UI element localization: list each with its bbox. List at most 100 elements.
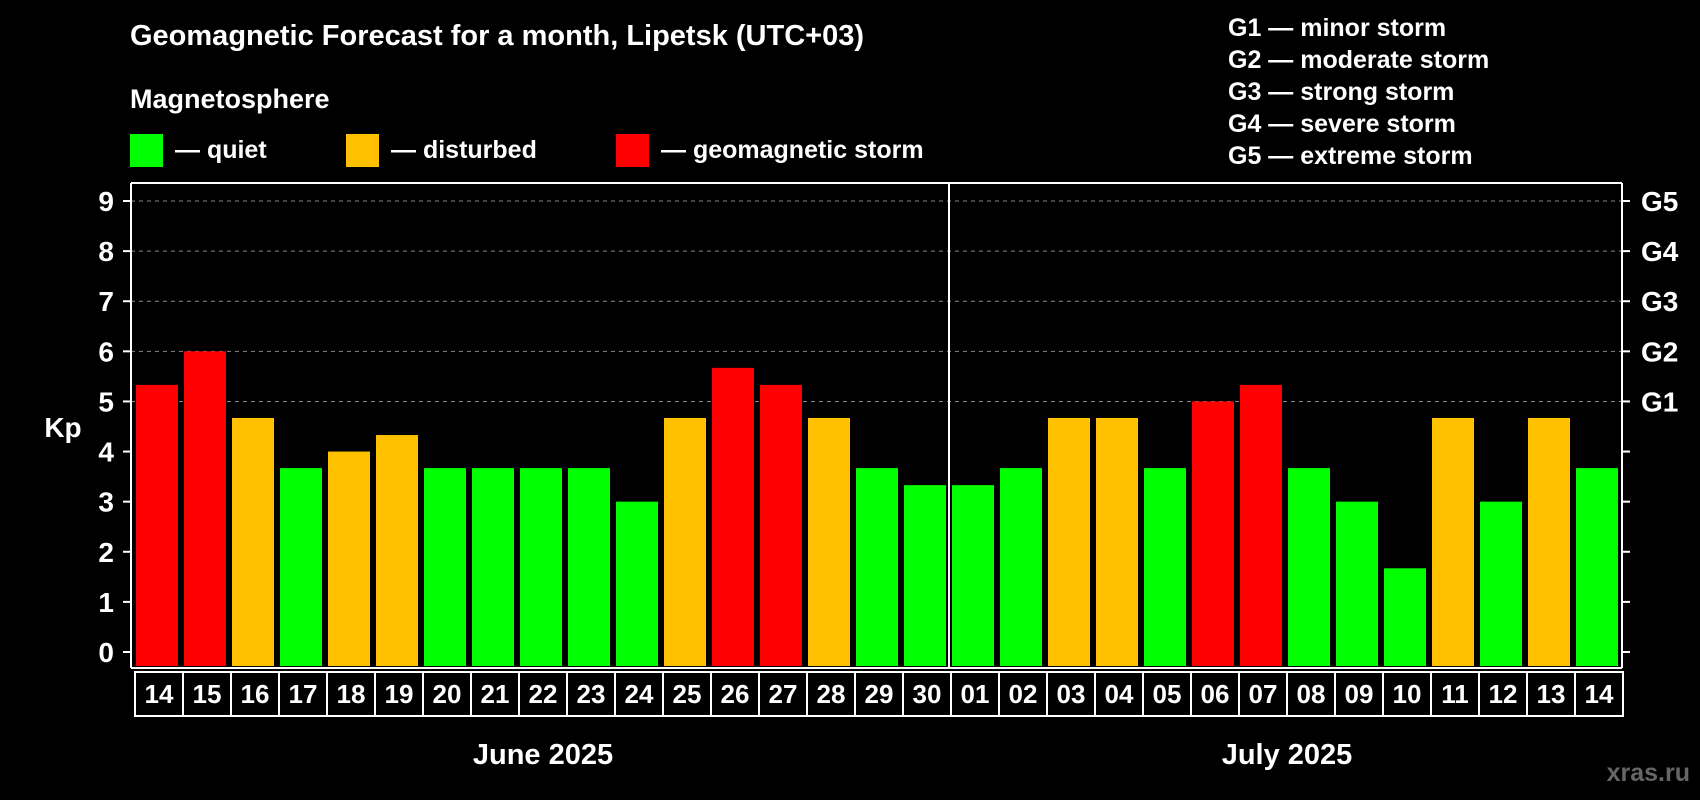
x-tick-label-12: 26 (721, 679, 750, 709)
x-tick-label-9: 23 (577, 679, 606, 709)
x-tick-label-7: 21 (481, 679, 510, 709)
y-tick-label-5: 5 (98, 386, 114, 417)
x-tick-label-27: 11 (1441, 679, 1469, 709)
legend-label-disturbed: — disturbed (391, 135, 537, 164)
legend-label-storm: — geomagnetic storm (661, 135, 924, 164)
bar-5 (376, 435, 418, 666)
y-tick-label-4: 4 (98, 437, 114, 468)
legend-swatch-quiet (130, 133, 163, 167)
y-tick-label-6: 6 (98, 336, 114, 367)
x-tick-label-8: 22 (529, 679, 558, 709)
legend-label-quiet: — quiet (175, 135, 267, 164)
bar-28 (1480, 501, 1522, 666)
bar-27 (1432, 417, 1474, 666)
x-tick-label-1: 15 (193, 679, 222, 709)
bar-19 (1048, 417, 1090, 666)
x-tick-label-2: 16 (241, 679, 270, 709)
x-tick-label-28: 12 (1489, 679, 1518, 709)
x-tick-label-6: 20 (433, 679, 462, 709)
x-tick-label-18: 02 (1009, 679, 1038, 709)
x-tick-label-0: 14 (145, 679, 174, 709)
bar-26 (1384, 568, 1426, 666)
bar-11 (664, 417, 706, 666)
bar-17 (952, 485, 994, 666)
y-tick-label-0: 0 (98, 637, 114, 668)
legend-swatch-disturbed (346, 133, 379, 167)
x-tick-label-17: 01 (961, 679, 990, 709)
y-tick-label-3: 3 (98, 487, 114, 518)
category-box-frame (134, 671, 1624, 717)
legend-item-storm: — geomagnetic storm (616, 133, 924, 167)
x-tick-label-21: 05 (1153, 679, 1182, 709)
x-tick-label-4: 18 (337, 679, 366, 709)
bar-6 (424, 468, 466, 666)
bar-9 (568, 468, 610, 666)
x-tick-label-29: 13 (1537, 679, 1566, 709)
x-tick-label-13: 27 (769, 679, 798, 709)
storm-level-list: G1 — minor storm G2 — moderate storm G3 … (1228, 12, 1489, 172)
legend-title: Magnetosphere (130, 84, 330, 114)
x-tick-label-10: 24 (625, 679, 654, 709)
legend-swatch-storm (616, 133, 649, 167)
bar-24 (1288, 468, 1330, 666)
storm-level-g1: G1 — minor storm (1228, 14, 1447, 42)
x-tick-label-11: 25 (673, 679, 702, 709)
bar-29 (1528, 417, 1570, 666)
y-tick-label-7: 7 (98, 286, 114, 317)
x-tick-label-16: 30 (913, 679, 942, 709)
x-tick-label-24: 08 (1297, 679, 1326, 709)
x-tick-label-25: 09 (1345, 679, 1374, 709)
bar-25 (1336, 501, 1378, 666)
month-label-0: June 2025 (473, 739, 613, 771)
storm-axis-label-0: G1 (1641, 386, 1678, 417)
watermark: xras.ru (1606, 759, 1690, 787)
y-tick-label-2: 2 (98, 537, 114, 568)
bar-14 (808, 417, 850, 666)
bar-1 (184, 351, 226, 666)
storm-level-g4: G4 — severe storm (1228, 110, 1456, 138)
storm-axis-label-4: G5 (1641, 186, 1678, 217)
bar-3 (280, 468, 322, 666)
x-tick-label-23: 07 (1249, 679, 1278, 709)
legend-item-disturbed: — disturbed (346, 133, 537, 167)
y-axis-title: Kp (44, 412, 81, 443)
bar-21 (1144, 468, 1186, 666)
bar-15 (856, 468, 898, 666)
storm-level-g2: G2 — moderate storm (1228, 46, 1490, 74)
bar-2 (232, 417, 274, 666)
bar-0 (136, 384, 178, 666)
bar-30 (1576, 468, 1618, 666)
y-tick-label-8: 8 (98, 236, 114, 267)
x-tick-label-19: 03 (1057, 679, 1086, 709)
y-tick-label-9: 9 (98, 186, 114, 217)
x-tick-label-20: 04 (1105, 679, 1134, 709)
x-tick-label-14: 28 (817, 679, 846, 709)
storm-axis-label-3: G4 (1641, 236, 1679, 267)
bar-22 (1192, 401, 1234, 666)
bar-16 (904, 485, 946, 666)
storm-level-g3: G3 — strong storm (1228, 78, 1455, 106)
bar-20 (1096, 417, 1138, 666)
x-tick-label-5: 19 (385, 679, 414, 709)
legend-item-quiet: — quiet (130, 133, 267, 167)
storm-axis-label-2: G3 (1641, 286, 1678, 317)
bar-12 (712, 367, 754, 666)
bar-10 (616, 501, 658, 666)
bar-7 (472, 468, 514, 666)
chart-title: Geomagnetic Forecast for a month, Lipets… (130, 20, 865, 52)
x-tick-label-26: 10 (1393, 679, 1422, 709)
x-tick-label-22: 06 (1201, 679, 1230, 709)
bar-18 (1000, 468, 1042, 666)
bar-4 (328, 451, 370, 666)
x-tick-label-30: 14 (1585, 679, 1614, 709)
y-tick-label-1: 1 (98, 587, 114, 618)
storm-axis-label-1: G2 (1641, 336, 1678, 367)
month-label-1: July 2025 (1222, 739, 1353, 771)
x-tick-label-3: 17 (289, 679, 318, 709)
bar-23 (1240, 384, 1282, 666)
storm-level-g5: G5 — extreme storm (1228, 142, 1473, 170)
bar-8 (520, 468, 562, 666)
bar-13 (760, 384, 802, 666)
x-tick-label-15: 29 (865, 679, 894, 709)
